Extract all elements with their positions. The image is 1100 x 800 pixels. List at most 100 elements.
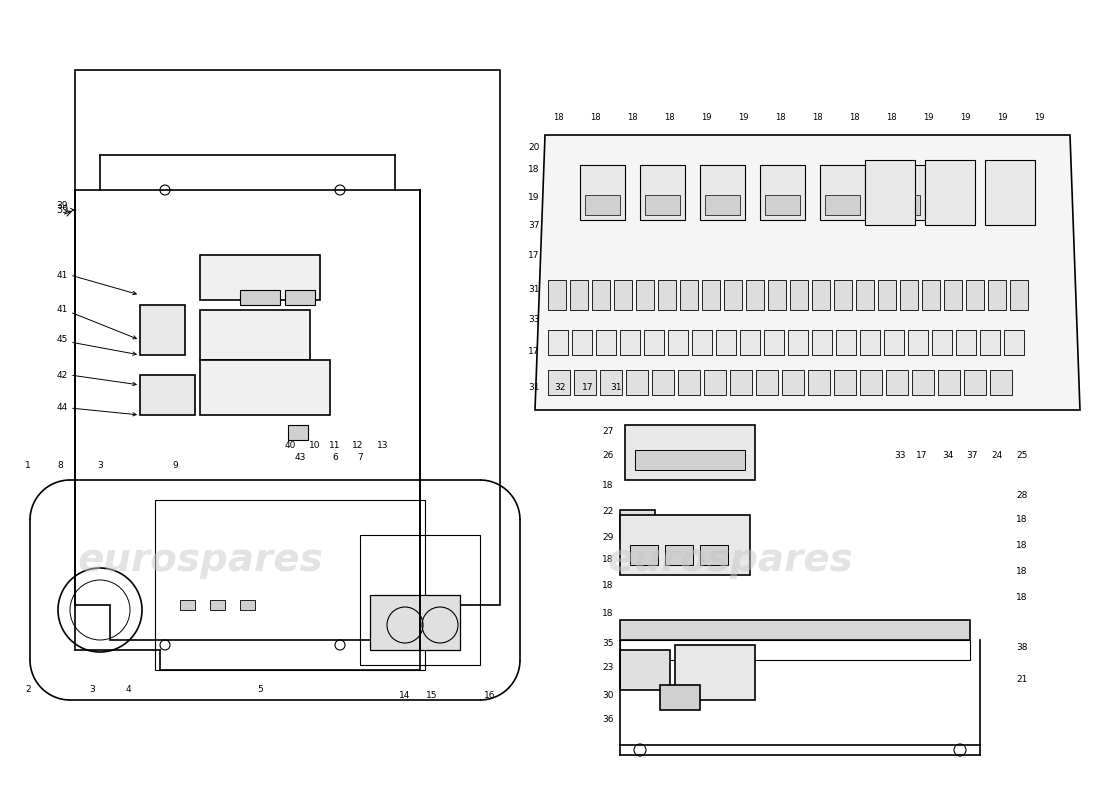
Bar (155, 500, 425, 670)
Bar (932, 330, 952, 355)
Text: 30: 30 (603, 690, 614, 699)
Text: 36: 36 (603, 715, 614, 725)
Text: 18: 18 (1016, 593, 1027, 602)
Text: 18: 18 (590, 114, 601, 122)
Bar (640, 165, 685, 220)
Bar (658, 280, 676, 310)
Bar (370, 595, 460, 650)
Bar (908, 330, 928, 355)
Text: 11: 11 (329, 441, 341, 450)
Bar (548, 280, 566, 310)
Bar (825, 195, 860, 215)
Text: 22: 22 (603, 507, 614, 517)
Text: 24: 24 (991, 450, 1002, 459)
Text: 17: 17 (528, 347, 540, 357)
Bar (626, 370, 648, 395)
Bar (716, 330, 736, 355)
Text: 33: 33 (894, 450, 905, 459)
Bar (700, 545, 728, 565)
Bar (180, 600, 195, 610)
Bar (756, 370, 778, 395)
Bar (625, 425, 755, 480)
Text: 12: 12 (352, 441, 364, 450)
Bar (285, 290, 315, 305)
Text: 25: 25 (1016, 450, 1027, 459)
Text: 26: 26 (603, 450, 614, 459)
Bar (592, 280, 611, 310)
Text: 31: 31 (610, 383, 621, 393)
Bar (620, 640, 970, 660)
Bar (764, 195, 800, 215)
Text: 13: 13 (377, 441, 388, 450)
Text: 20: 20 (528, 143, 540, 153)
Bar (240, 600, 255, 610)
Bar (702, 280, 721, 310)
Text: 33: 33 (528, 315, 540, 325)
Text: 18: 18 (627, 114, 637, 122)
Text: 3: 3 (97, 461, 103, 470)
Bar (600, 370, 621, 395)
Bar (636, 280, 654, 310)
Bar (768, 280, 786, 310)
Bar (886, 370, 907, 395)
Bar (678, 370, 700, 395)
Bar (200, 255, 320, 300)
Bar (635, 450, 745, 470)
Bar (620, 510, 654, 540)
Text: 18: 18 (603, 481, 614, 490)
Bar (692, 330, 712, 355)
Bar (836, 330, 856, 355)
Bar (680, 280, 698, 310)
Bar (548, 370, 570, 395)
Bar (980, 330, 1000, 355)
Text: 18: 18 (1016, 567, 1027, 577)
Text: eurospares: eurospares (77, 541, 323, 579)
Text: 34: 34 (943, 450, 954, 459)
Bar (988, 280, 1007, 310)
Text: 39: 39 (56, 205, 68, 215)
Bar (1004, 330, 1024, 355)
Text: 31: 31 (528, 286, 540, 294)
Bar (675, 645, 755, 700)
Text: 6: 6 (332, 454, 338, 462)
Text: 18: 18 (1016, 515, 1027, 525)
Text: 8: 8 (57, 461, 63, 470)
Text: 39: 39 (56, 201, 68, 210)
Text: 38: 38 (1016, 643, 1027, 653)
Bar (782, 370, 804, 395)
Text: 4: 4 (125, 686, 131, 694)
Bar (956, 330, 976, 355)
Bar (620, 650, 670, 690)
Text: 17: 17 (528, 250, 540, 259)
Bar (700, 165, 745, 220)
Text: 18: 18 (603, 555, 614, 565)
Bar (880, 165, 925, 220)
Text: 32: 32 (554, 383, 565, 393)
Text: 37: 37 (528, 221, 540, 230)
Text: 16: 16 (484, 690, 496, 699)
Text: 27: 27 (603, 427, 614, 437)
Text: 14: 14 (399, 690, 410, 699)
Text: 21: 21 (1016, 675, 1027, 685)
Text: 18: 18 (849, 114, 859, 122)
Bar (922, 280, 940, 310)
Bar (580, 165, 625, 220)
Bar (572, 330, 592, 355)
Bar (645, 195, 680, 215)
Text: 43: 43 (295, 454, 306, 462)
Bar (705, 195, 740, 215)
Bar (730, 370, 752, 395)
Text: 42: 42 (56, 370, 67, 379)
Bar (548, 330, 568, 355)
Text: 45: 45 (56, 335, 68, 345)
Text: 31: 31 (528, 383, 540, 393)
Bar (790, 280, 808, 310)
Text: 2: 2 (25, 686, 31, 694)
Bar (964, 370, 986, 395)
Bar (966, 280, 984, 310)
Text: 3: 3 (89, 686, 95, 694)
Bar (660, 685, 700, 710)
Bar (865, 160, 915, 225)
Bar (620, 515, 750, 575)
Bar (288, 425, 308, 440)
